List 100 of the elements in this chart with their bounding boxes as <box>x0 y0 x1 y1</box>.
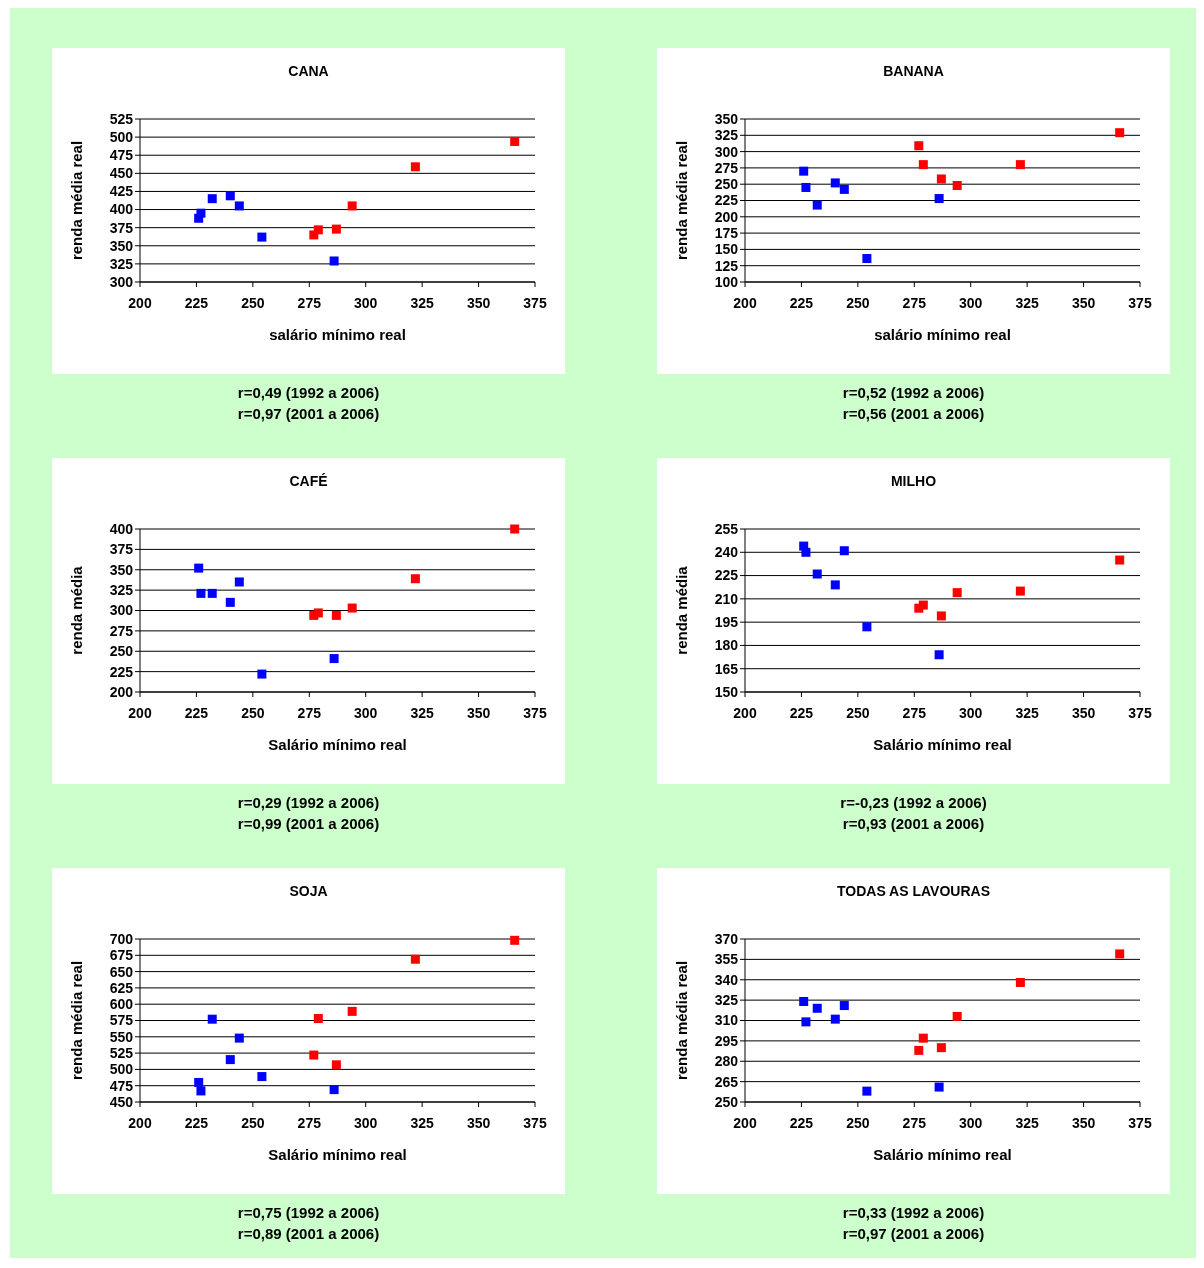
point <box>839 184 849 194</box>
x-tick-label: 350 <box>1071 1115 1096 1131</box>
x-axis-title: Salário mínimo real <box>873 736 1012 753</box>
x-tick-label: 375 <box>523 1115 547 1131</box>
point <box>207 194 217 204</box>
point <box>862 622 872 632</box>
y-tick-label: 175 <box>714 225 739 241</box>
point <box>952 588 962 598</box>
x-tick-label: 350 <box>466 705 491 721</box>
y-axis-title: renda média real <box>68 960 85 1081</box>
x-tick-label: 225 <box>184 1115 209 1131</box>
x-axis-title: Salário mínimo real <box>268 1146 407 1163</box>
point <box>347 201 357 211</box>
chart-title: TODAS AS LAVOURAS <box>837 883 990 899</box>
point <box>934 1082 944 1092</box>
x-tick-label: 375 <box>1128 295 1152 311</box>
point <box>862 1086 872 1096</box>
point <box>934 194 944 204</box>
y-axis-title: renda média real <box>673 140 690 261</box>
y-tick-label: 625 <box>109 979 134 996</box>
y-tick-label: 325 <box>109 582 134 599</box>
point <box>313 608 323 618</box>
x-axis-title: Salário mínimo real <box>873 1146 1012 1163</box>
point <box>257 669 267 679</box>
point <box>510 136 520 146</box>
x-tick-label: 325 <box>410 705 435 721</box>
point <box>914 141 924 151</box>
point <box>225 597 235 607</box>
point <box>225 191 235 201</box>
y-tick-label: 340 <box>714 971 739 988</box>
x-tick-label: 225 <box>789 705 814 721</box>
point <box>313 1014 323 1024</box>
y-tick-label: 500 <box>109 129 134 146</box>
point <box>196 208 206 218</box>
y-tick-label: 350 <box>714 110 739 127</box>
x-tick-label: 250 <box>846 705 870 721</box>
x-tick-label: 300 <box>959 1115 983 1131</box>
point <box>936 174 946 184</box>
text: r=0,49 (1992 a 2006) <box>237 384 380 401</box>
point <box>410 162 420 172</box>
y-tick-label: 150 <box>714 241 739 258</box>
point <box>329 654 339 664</box>
point <box>801 182 811 192</box>
point <box>510 524 520 534</box>
y-tick-label: 195 <box>714 614 739 631</box>
point <box>234 1033 244 1043</box>
point <box>329 1085 339 1095</box>
point <box>1115 128 1125 138</box>
x-tick-label: 250 <box>846 295 870 311</box>
point <box>839 546 849 556</box>
x-tick-label: 225 <box>184 705 209 721</box>
y-tick-label: 325 <box>109 255 134 272</box>
y-tick-label: 225 <box>714 567 739 584</box>
y-tick-label: 250 <box>714 176 739 193</box>
point <box>812 569 822 579</box>
x-tick-label: 225 <box>184 295 209 311</box>
x-tick-label: 300 <box>959 295 983 311</box>
y-tick-label: 475 <box>109 1077 134 1094</box>
y-tick-label: 500 <box>109 1061 134 1078</box>
point <box>1115 949 1125 959</box>
x-tick-label: 325 <box>1015 705 1040 721</box>
x-tick-label: 225 <box>789 1115 814 1131</box>
y-tick-label: 325 <box>714 992 739 1009</box>
y-tick-label: 450 <box>109 1093 134 1110</box>
y-tick-label: 150 <box>714 683 739 700</box>
point <box>194 1077 204 1087</box>
point <box>918 600 928 610</box>
point <box>801 547 811 557</box>
x-tick-label: 200 <box>128 295 152 311</box>
point <box>331 224 341 234</box>
text: r=0,75 (1992 a 2006) <box>237 1204 380 1221</box>
point <box>918 160 928 170</box>
y-tick-label: 675 <box>109 947 134 964</box>
text: r=0,33 (1992 a 2006) <box>842 1204 985 1221</box>
x-tick-label: 300 <box>354 705 378 721</box>
y-tick-label: 325 <box>714 127 739 144</box>
text: r=0,97 (2001 a 2006) <box>842 1225 985 1242</box>
point <box>410 954 420 964</box>
point <box>812 1003 822 1013</box>
point <box>801 1017 811 1027</box>
point <box>257 232 267 242</box>
y-tick-label: 300 <box>109 273 134 290</box>
point <box>347 1006 357 1016</box>
y-tick-label: 240 <box>714 544 739 561</box>
point <box>799 996 809 1006</box>
point <box>936 1043 946 1053</box>
x-tick-label: 300 <box>354 1115 378 1131</box>
point <box>799 166 809 176</box>
y-tick-label: 575 <box>109 1012 134 1029</box>
y-tick-label: 400 <box>109 201 134 218</box>
text: r=0,93 (2001 a 2006) <box>842 815 985 832</box>
point <box>309 1050 319 1060</box>
x-axis-title: salário mínimo real <box>874 326 1011 343</box>
x-tick-label: 300 <box>959 705 983 721</box>
text: r=0,56 (2001 a 2006) <box>842 405 985 422</box>
point <box>830 1014 840 1024</box>
point <box>1115 555 1125 565</box>
point <box>510 935 520 945</box>
y-tick-label: 210 <box>714 590 739 607</box>
point <box>862 254 872 264</box>
